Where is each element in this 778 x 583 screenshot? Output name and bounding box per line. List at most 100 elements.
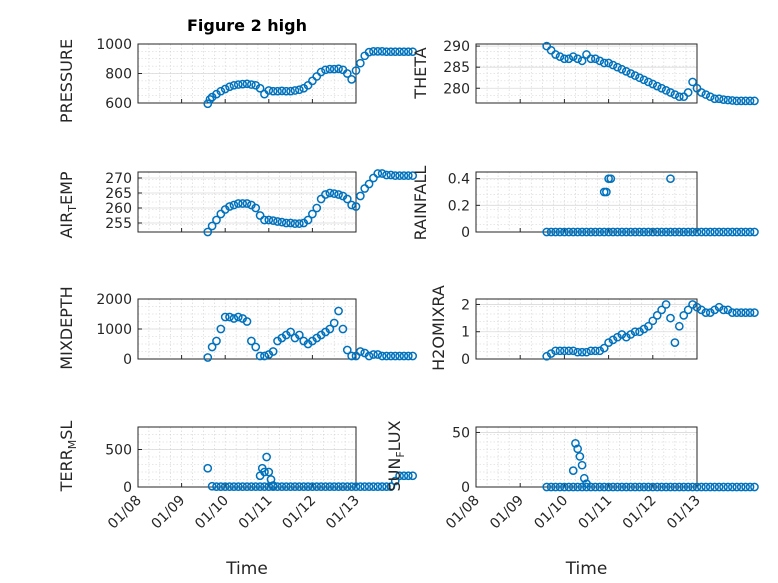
data-point: [233, 80, 243, 89]
data-point: [599, 58, 609, 68]
y-tick-label: 0.2: [448, 198, 470, 214]
data-point: [701, 227, 711, 237]
data-point: [621, 67, 631, 76]
data-point: [390, 351, 400, 361]
data-point: [630, 71, 640, 80]
data-point: [630, 327, 640, 337]
data-point: [741, 308, 750, 317]
data-point: [710, 482, 720, 492]
y-tick-label: 500: [105, 443, 132, 459]
data-point: [652, 482, 662, 492]
data-point: [386, 170, 396, 180]
data-point: [674, 92, 684, 102]
data-point: [255, 83, 265, 93]
data-point: [277, 217, 287, 227]
data-point: [382, 351, 391, 361]
y-tick-label: 260: [105, 201, 132, 217]
data-point: [710, 227, 720, 237]
data-point: [229, 200, 239, 210]
data-point: [732, 308, 742, 317]
data-point: [575, 452, 585, 461]
data-point: [701, 308, 711, 317]
data-point: [666, 482, 675, 492]
data-point: [395, 351, 404, 361]
y-tick-label: 50: [452, 425, 470, 441]
y-tick-label: 1000: [96, 322, 132, 338]
data-point: [255, 351, 265, 361]
data-point: [294, 85, 304, 95]
data-point: [723, 95, 733, 105]
data-point: [732, 482, 742, 492]
data-point: [546, 482, 556, 492]
data-point: [579, 473, 589, 483]
data-point: [247, 482, 256, 491]
data-point: [745, 482, 755, 492]
data-point: [560, 54, 569, 64]
data-point: [674, 227, 684, 237]
data-point: [329, 189, 339, 198]
data-point: [666, 227, 675, 237]
data-point: [377, 482, 387, 491]
data-point: [582, 482, 591, 492]
data-point: [701, 90, 711, 99]
data-point: [386, 351, 396, 361]
data-point: [351, 351, 361, 361]
data-point: [595, 227, 605, 237]
data-point: [347, 200, 356, 210]
data-point: [325, 188, 335, 198]
data-point: [736, 482, 746, 492]
data-point: [334, 306, 343, 316]
data-point: [334, 190, 343, 199]
y-axis-label: THETA: [411, 47, 430, 99]
data-point: [238, 79, 247, 89]
x-axis-label: Time: [565, 559, 608, 579]
data-point: [599, 227, 609, 237]
panel-4: 0 0.2 0.4 RAINFALL: [411, 166, 759, 241]
data-point: [719, 482, 728, 492]
data-point: [262, 452, 271, 462]
data-point: [399, 471, 409, 481]
data-point: [369, 47, 378, 56]
data-point: [338, 482, 348, 491]
data-point: [719, 95, 728, 104]
data-point: [657, 305, 666, 315]
data-point: [273, 482, 282, 491]
data-point: [714, 94, 724, 104]
data-point: [395, 471, 404, 481]
data-point: [679, 482, 689, 492]
data-point: [657, 227, 666, 237]
data-point: [399, 47, 409, 57]
data-point: [648, 482, 658, 492]
data-point: [644, 482, 653, 492]
data-point: [719, 305, 728, 315]
y-tick-label: 265: [105, 186, 132, 202]
data-point: [701, 482, 711, 492]
data-point: [590, 346, 600, 356]
data-point: [325, 324, 335, 334]
data-point: [233, 199, 243, 208]
data-point: [281, 86, 291, 96]
y-axis-label: TERRMSL: [57, 421, 79, 493]
data-point: [229, 482, 239, 491]
data-point: [225, 202, 234, 211]
data-point: [639, 75, 649, 85]
data-point: [750, 227, 759, 237]
data-point: [347, 482, 356, 491]
data-point: [741, 96, 750, 106]
data-point: [705, 227, 715, 237]
data-point: [356, 347, 365, 356]
data-point: [373, 350, 383, 359]
data-point: [364, 351, 374, 361]
x-tick-label: 01/12: [279, 493, 319, 533]
data-point: [205, 94, 215, 104]
axes-box: [137, 298, 357, 360]
data-point: [203, 463, 213, 473]
x-tick-label: 01/10: [531, 493, 571, 533]
data-point: [220, 84, 230, 94]
data-point: [728, 227, 737, 237]
data-point: [408, 351, 418, 361]
data-point: [229, 80, 239, 90]
data-point: [551, 50, 560, 59]
data-point: [736, 227, 746, 237]
data-point: [377, 351, 387, 361]
